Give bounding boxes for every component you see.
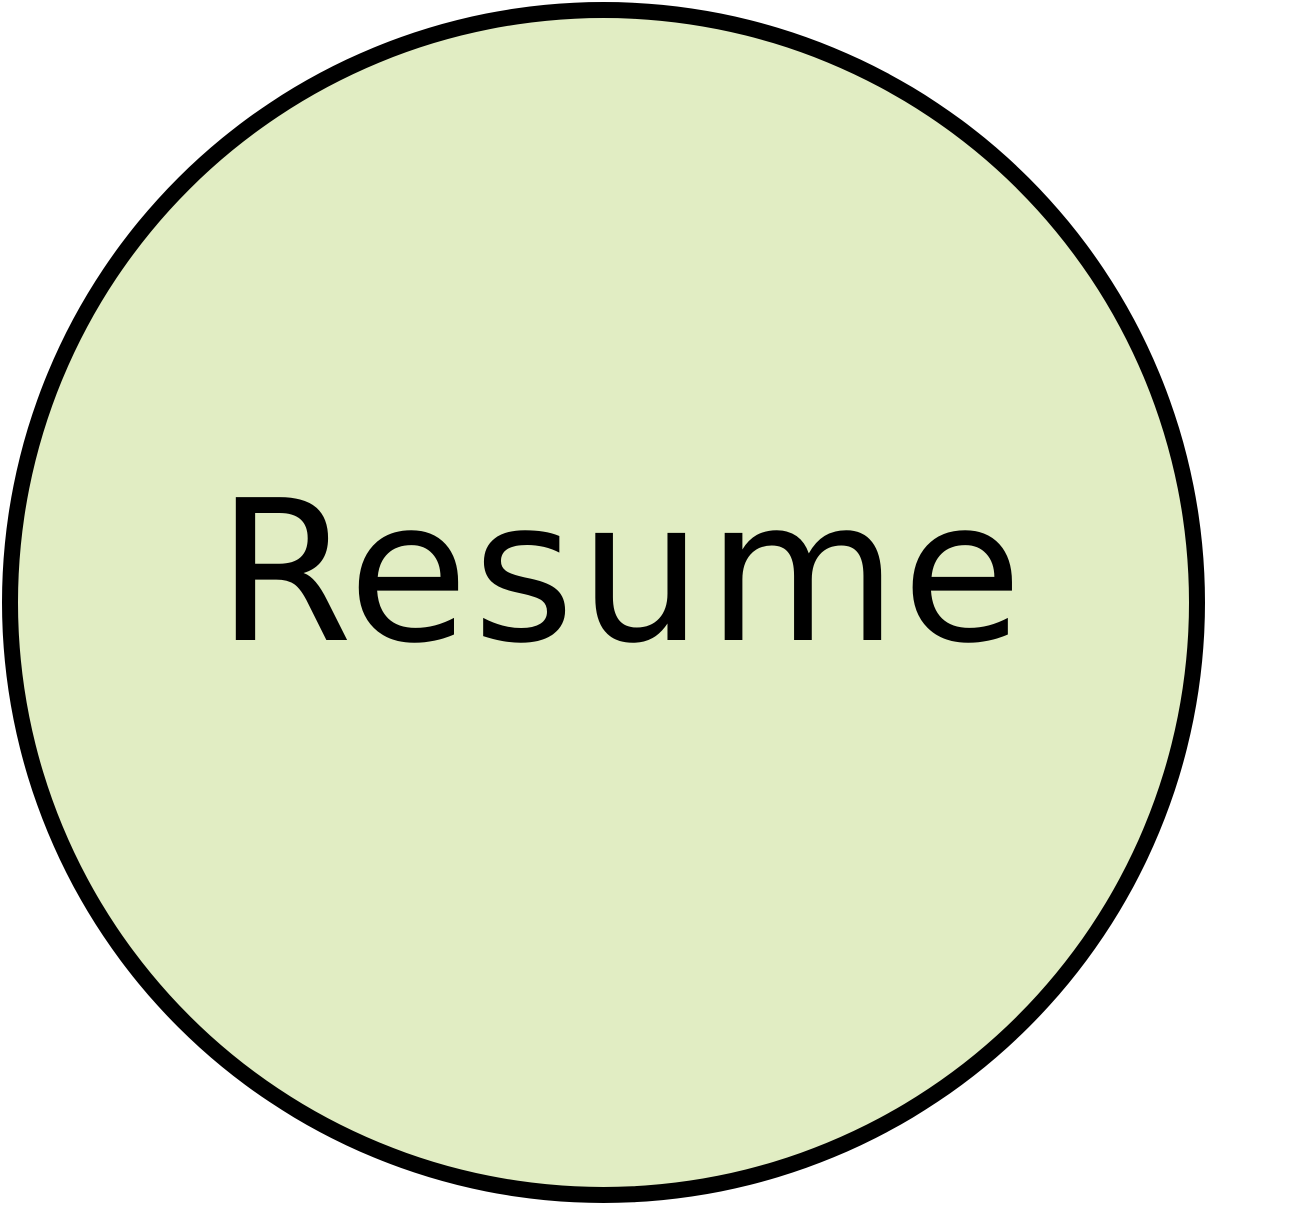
resume-button[interactable]: Resume — [2, 2, 1205, 1203]
resume-label: Resume — [216, 458, 1027, 687]
